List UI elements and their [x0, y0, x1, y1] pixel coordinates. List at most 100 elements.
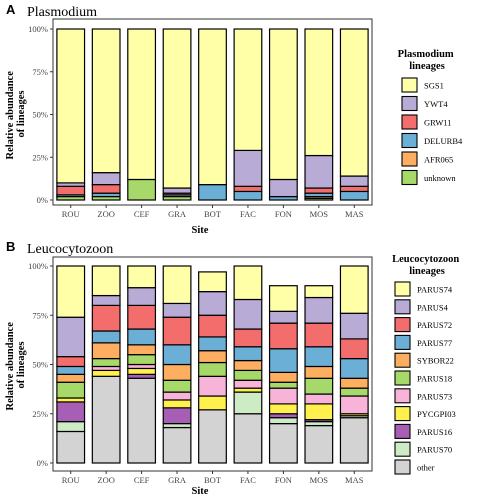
panel-a-legend-title-line1: Plasmodium	[398, 49, 454, 60]
panel-b-segment-fon-other	[268, 423, 298, 464]
panel-b-segment-mos-parus4	[304, 296, 334, 324]
panel-a-bar-gra	[162, 28, 192, 201]
panel-b-segment-mos-parus73	[304, 393, 334, 405]
panel-b-legend-swatch-parus18	[394, 370, 411, 386]
panel-b-legend-swatch-parus72	[394, 317, 411, 333]
panel-a-xtick-label-bot: BOT	[204, 209, 222, 219]
panel-b-ylabel: Relative abundance of lineages	[5, 319, 27, 410]
panel-b-legend-label-other: other	[417, 463, 435, 473]
panel-b-legend-item-parus18: PARUS18	[394, 370, 452, 386]
panel-a-title: Plasmodium	[27, 5, 97, 20]
panel-b-segment-zoo-parus72	[91, 304, 121, 332]
panel-b-segment-rou-parus74	[56, 265, 86, 318]
panel-a-bar-fon	[268, 28, 298, 201]
panel-b-segment-bot-parus74	[198, 271, 227, 293]
panel-a-segment-bot-sgs1	[198, 28, 227, 186]
panel-b-segment-bot-parus4	[198, 291, 227, 316]
panel-a-xtick-label-fon: FON	[275, 209, 292, 219]
panel-b-segment-mas-parus77	[339, 357, 369, 379]
panel-a-ytick-label: 100%	[28, 24, 48, 34]
panel-a-legend-swatch-afr065	[401, 151, 418, 167]
panel-b-legend-swatch-parus74	[394, 281, 411, 297]
panel-b-segment-gra-sybor22	[162, 363, 192, 381]
panel-b-segment-fon-parus70	[268, 417, 298, 425]
panel-b-legend-item-parus73: PARUS73	[394, 388, 452, 404]
panel-b-legend-item-sybor22: SYBOR22	[394, 352, 454, 368]
panel-b-segment-fac-parus18	[233, 369, 263, 381]
panel-b-segment-bot-parus72	[198, 314, 227, 338]
panel-b-ytick-label: 0%	[37, 458, 48, 468]
panel-a-segment-zoo-grw11	[91, 184, 121, 194]
panel-b-legend-label-parus73: PARUS73	[417, 391, 452, 401]
panel-a-legend-label-afr065: AFR065	[424, 155, 453, 165]
panel-b-ytick-label: 50%	[32, 360, 48, 370]
panel-a-segment-cef-sgs1	[127, 28, 157, 181]
panel-a-segment-mos-ywt4	[304, 154, 334, 189]
panel-b-segment-cef-pycgpi03	[127, 367, 157, 375]
panel-b-segment-fac-other	[233, 413, 263, 464]
panel-a-bar-mos	[304, 28, 334, 201]
panel-a-legend-swatch-delurb4	[401, 132, 418, 149]
panel-a-bar-fac	[233, 28, 263, 201]
panel-a-legend-item-sgs1: SGS1	[401, 77, 444, 93]
panel-a-legend: Plasmodium lineages SGS1 YWT4 GRW11 DELURB4…	[398, 49, 463, 186]
panel-b-legend-swatch-other	[394, 459, 411, 475]
panel-a-ylabel-line2: of lineages	[16, 91, 27, 138]
panel-b-segment-cef-other	[127, 377, 157, 464]
panel-b-segment-mos-parus74	[304, 285, 334, 299]
panel-b-legend-swatch-sybor22	[394, 352, 411, 368]
panel-b-segment-fac-parus77	[233, 346, 263, 362]
panel-b-segment-zoo-parus74	[91, 265, 121, 297]
panel-a-xtick-label-fac: FAC	[240, 209, 256, 219]
panel-b-segment-bot-parus77	[198, 336, 227, 352]
panel-a-legend-label-sgs1: SGS1	[424, 81, 444, 91]
panel-b-segment-mas-sybor22	[339, 377, 369, 389]
panel-b-segment-bot-parus73	[198, 375, 227, 397]
panel-b-segment-gra-other	[162, 426, 192, 464]
panel-b-legend-swatch-parus77	[394, 334, 411, 350]
panel-b-legend-title-line1: Leucocytozoon	[392, 254, 459, 265]
panel-b-legend-label-parus16: PARUS16	[417, 427, 452, 437]
panel-b-legend-item-parus4: PARUS4	[394, 299, 449, 315]
panel-a-legend-item-afr065: AFR065	[401, 151, 453, 167]
panel-b-segment-bot-parus18	[198, 361, 227, 377]
panel-a-ytick-label: 25%	[32, 152, 48, 162]
panel-a-legend-title-line2: lineages	[409, 61, 445, 72]
panel-a-legend-item-ywt4: YWT4	[401, 95, 448, 112]
panel-b-bar-rou	[56, 265, 86, 464]
panel-b-segment-fac-parus72	[233, 328, 263, 348]
panel-b-segment-fon-sybor22	[268, 371, 298, 383]
panel-a-xtick-label-cef: CEF	[134, 209, 150, 219]
panel-b-segment-zoo-pycgpi03	[91, 369, 121, 377]
panel-b-ylabel-line1: Relative abundance	[5, 322, 16, 411]
panel-b-xlabel: Site	[192, 486, 209, 497]
panel-b-ytick-label: 75%	[32, 310, 48, 320]
panel-a-legend-swatch-sgs1	[401, 77, 418, 93]
panel-b-segment-gra-parus77	[162, 344, 192, 366]
panel-a-segment-fac-grw11	[233, 185, 263, 193]
panel-b-title: Leucocytozoon	[27, 242, 113, 257]
panel-b-legend-swatch-parus70	[394, 441, 411, 457]
panel-b-legend-swatch-parus73	[394, 388, 411, 404]
panel-b-ytick-label: 100%	[28, 261, 48, 271]
panel-b-xtick-label-rou: ROU	[62, 475, 80, 485]
panel-a-segment-rou-grw11	[56, 185, 86, 196]
panel-b-segment-rou-parus16	[56, 401, 86, 423]
panel-b-segment-gra-parus16	[162, 407, 192, 425]
panel-b-ylabel-line2: of lineages	[16, 342, 27, 389]
panel-b-segment-mas-parus74	[339, 265, 369, 314]
panel-b-segment-zoo-parus4	[91, 294, 121, 306]
panel-b-bar-gra	[162, 265, 192, 464]
panel-a-legend-label-ywt4: YWT4	[424, 99, 448, 109]
panel-a-plot: 0% 25% 50% 75% 100% ROU ZOO CEF GRA BOT FAC FON MOS M…	[28, 18, 373, 219]
panel-b-segment-bot-pycgpi03	[198, 395, 227, 411]
panel-b-legend-label-parus77: PARUS77	[417, 338, 452, 348]
panel-b-xtick-label-fac: FAC	[240, 475, 256, 485]
panel-b-xtick-label-fon: FON	[275, 475, 292, 485]
panel-b-segment-rou-parus72	[56, 356, 86, 368]
panel-b-segment-cef-parus18	[127, 354, 157, 366]
panel-a-xtick-label-rou: ROU	[62, 209, 80, 219]
panel-b-segment-gra-parus73	[162, 391, 192, 401]
panel-b-legend-item-parus77: PARUS77	[394, 334, 452, 350]
panel-b-segment-fac-parus70	[233, 391, 263, 415]
